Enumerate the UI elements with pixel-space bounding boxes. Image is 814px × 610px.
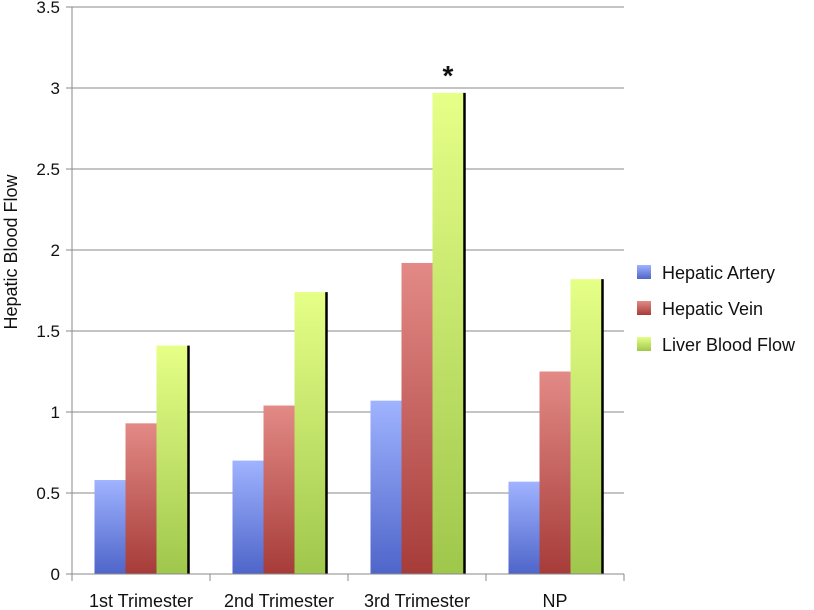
legend-label: Hepatic Artery	[662, 263, 775, 283]
x-category-label: 1st Trimester	[89, 591, 193, 610]
bar-liver-blood-flow	[432, 92, 464, 575]
y-tick-label: 1.5	[36, 322, 60, 341]
annotations: *	[443, 60, 454, 91]
bar-hepatic-vein	[263, 405, 295, 574]
bar-hepatic-vein	[401, 262, 433, 574]
y-tick-label: 3.5	[36, 0, 60, 17]
legend-label: Hepatic Vein	[662, 299, 763, 319]
bar-hepatic-artery	[508, 481, 540, 574]
y-tick-label: 3	[51, 79, 60, 98]
legend: Hepatic Artery Hepatic Vein Liver Blood Fl…	[637, 263, 796, 355]
legend-swatch	[637, 265, 651, 279]
y-tick-label: 0	[51, 565, 60, 584]
y-tick-label: 2.5	[36, 160, 60, 179]
y-tick-label: 1	[51, 403, 60, 422]
bar-hepatic-artery	[94, 480, 126, 574]
y-tick-label: 2	[51, 241, 60, 260]
x-category-label: 2nd Trimester	[224, 591, 334, 610]
legend-swatch	[637, 337, 651, 351]
x-category-label: 3rd Trimester	[364, 591, 470, 610]
bar-hepatic-vein	[539, 371, 571, 574]
legend-label: Liver Blood Flow	[662, 335, 796, 355]
bar-hepatic-artery	[232, 460, 264, 574]
bar-liver-blood-flow	[294, 292, 326, 574]
bar-hepatic-artery	[370, 400, 402, 574]
y-tick-label: 0.5	[36, 484, 60, 503]
bar-hepatic-vein	[125, 423, 157, 574]
axes: 0 0.5 1 1.5 2 2.5 3 3.5 1st Trimester 2nd Trimest…	[36, 0, 625, 610]
y-axis-title: Hepatic Blood Flow	[1, 173, 21, 329]
x-category-label: NP	[542, 591, 567, 610]
bar-liver-blood-flow	[156, 345, 188, 574]
significance-marker: *	[443, 60, 454, 91]
legend-swatch	[637, 301, 651, 315]
bar-liver-blood-flow	[570, 279, 602, 574]
bars	[94, 92, 604, 575]
